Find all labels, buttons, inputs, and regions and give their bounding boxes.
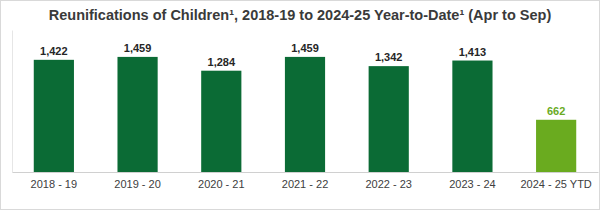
- x-tick: 2018 - 19: [31, 172, 77, 190]
- data-label: 662: [547, 105, 565, 117]
- bar: [452, 61, 492, 172]
- bar: [117, 57, 157, 172]
- data-label: 1,342: [375, 51, 403, 63]
- chart-title: Reunifications of Children¹, 2018-19 to …: [49, 7, 552, 23]
- bar: [369, 66, 409, 172]
- bar: [34, 60, 74, 172]
- chart-container: Reunifications of Children¹, 2018-19 to …: [0, 0, 600, 210]
- x-tick: 2023 - 24: [449, 172, 495, 190]
- bar: [201, 71, 241, 172]
- y-axis: [12, 31, 13, 173]
- bar: [536, 120, 576, 172]
- x-tick-label: 2024 - 25 YTD: [520, 178, 591, 190]
- data-label: 1,459: [124, 42, 152, 54]
- x-tick-label: 2020 - 21: [198, 178, 244, 190]
- x-tick: 2021 - 22: [282, 172, 328, 190]
- x-tick: 2019 - 20: [114, 172, 160, 190]
- x-tick-label: 2021 - 22: [282, 178, 328, 190]
- data-labels: 1,422 1,459 1,284 1,459 1,342 1,413 662: [40, 42, 565, 117]
- data-label: 1,459: [291, 42, 319, 54]
- x-tick: 2022 - 23: [365, 172, 411, 190]
- plot-area: [34, 57, 576, 172]
- x-axis-line: [13, 172, 599, 173]
- data-label: 1,284: [208, 56, 236, 68]
- x-tick-label: 2023 - 24: [449, 178, 495, 190]
- x-tick: 2020 - 21: [198, 172, 244, 190]
- data-label: 1,413: [459, 46, 487, 58]
- background: [1, 1, 600, 210]
- bar: [285, 57, 325, 172]
- y-axis-line: [12, 31, 13, 173]
- x-tick-label: 2019 - 20: [114, 178, 160, 190]
- x-axis: 2018 - 19 2019 - 20 2020 - 21 2021 - 22 2022…: [13, 172, 599, 190]
- x-tick-label: 2022 - 23: [365, 178, 411, 190]
- data-label: 1,422: [40, 45, 68, 57]
- x-tick: 2024 - 25 YTD: [520, 172, 591, 190]
- chart-svg: Reunifications of Children¹, 2018-19 to …: [0, 0, 600, 210]
- x-tick-label: 2018 - 19: [31, 178, 77, 190]
